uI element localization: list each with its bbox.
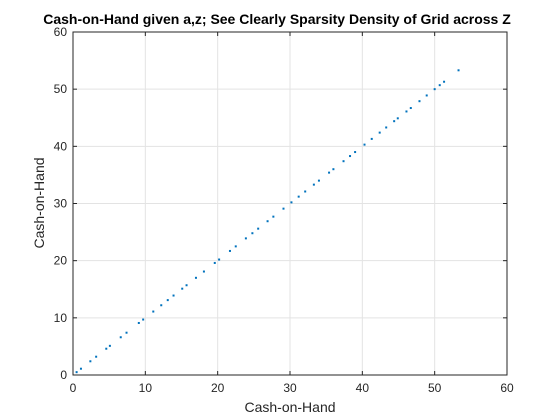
y-tick-label: 40	[54, 139, 68, 153]
x-tick-label: 30	[283, 381, 297, 395]
y-tick-label: 60	[54, 25, 68, 39]
data-point	[160, 304, 162, 306]
data-point	[80, 368, 82, 370]
data-point	[152, 311, 154, 313]
y-tick-label: 50	[54, 82, 68, 96]
data-point	[120, 336, 122, 338]
data-point	[379, 132, 381, 134]
x-tick-label: 40	[356, 381, 370, 395]
data-point	[245, 237, 247, 239]
data-point	[229, 250, 231, 252]
data-point	[203, 271, 205, 273]
data-point	[105, 348, 107, 350]
data-point	[181, 288, 183, 290]
chart-title: Cash-on-Hand given a,z; See Clearly Spar…	[43, 11, 511, 27]
data-point	[443, 81, 445, 83]
data-point	[290, 201, 292, 203]
data-point	[235, 245, 237, 247]
data-point	[214, 262, 216, 264]
y-tick-label: 30	[54, 197, 68, 211]
data-point	[267, 220, 269, 222]
x-tick-label: 10	[139, 381, 153, 395]
data-point	[298, 196, 300, 198]
data-point	[195, 277, 197, 279]
data-point	[138, 322, 140, 324]
data-point	[313, 184, 315, 186]
data-point	[332, 168, 334, 170]
data-point	[354, 151, 356, 153]
data-point	[439, 84, 441, 86]
y-tick-label: 20	[54, 254, 68, 268]
y-tick-label: 10	[54, 311, 68, 325]
data-point	[304, 190, 306, 192]
data-point	[126, 332, 128, 334]
data-point	[364, 144, 366, 146]
data-point	[251, 232, 253, 234]
data-point	[167, 299, 169, 301]
data-point	[186, 284, 188, 286]
data-point	[397, 117, 399, 119]
data-point	[142, 319, 144, 321]
data-point	[95, 356, 97, 358]
data-point	[393, 120, 395, 122]
data-point	[218, 259, 220, 261]
data-point	[410, 107, 412, 109]
data-point	[173, 295, 175, 297]
data-point	[109, 345, 111, 347]
data-point	[371, 138, 373, 140]
data-point	[343, 160, 345, 162]
x-tick-label: 20	[211, 381, 225, 395]
data-point	[257, 228, 259, 230]
x-axis-label: Cash-on-Hand	[244, 399, 335, 415]
data-point	[272, 216, 274, 218]
data-point	[458, 69, 460, 71]
x-tick-label: 60	[500, 381, 514, 395]
data-point	[434, 88, 436, 90]
data-point	[328, 172, 330, 174]
x-tick-label: 50	[428, 381, 442, 395]
data-point	[385, 126, 387, 128]
x-tick-label: 0	[70, 381, 77, 395]
y-axis-label: Cash-on-Hand	[31, 157, 47, 248]
data-point	[426, 94, 428, 96]
data-point	[405, 110, 407, 112]
data-point	[76, 371, 78, 373]
y-tick-label: 0	[60, 368, 67, 382]
data-point	[282, 208, 284, 210]
data-point	[318, 180, 320, 182]
data-point	[418, 100, 420, 102]
data-point	[349, 155, 351, 157]
data-point	[89, 360, 91, 362]
